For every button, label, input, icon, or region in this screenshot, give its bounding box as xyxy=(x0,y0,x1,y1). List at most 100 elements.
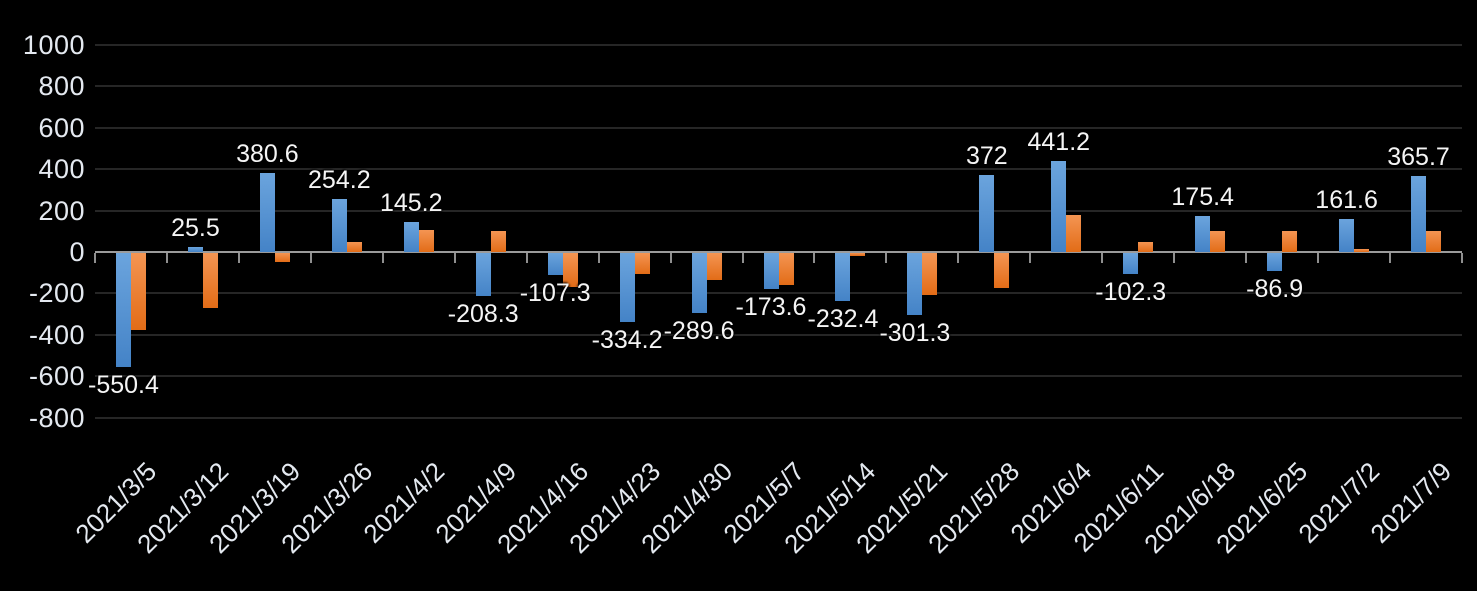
bar-data-label: -208.3 xyxy=(447,300,519,329)
bar-blue-series xyxy=(331,199,347,253)
bar-blue-series xyxy=(1267,253,1283,272)
y-axis-tick-label: 600 xyxy=(38,112,85,143)
bar-orange-series xyxy=(418,230,434,253)
bar-orange-series xyxy=(1138,241,1154,253)
bar-blue-series xyxy=(187,246,203,253)
bar-blue-series xyxy=(835,253,851,302)
bar-data-label: -232.4 xyxy=(807,305,879,334)
y-axis-tick-label: 400 xyxy=(38,154,85,185)
x-axis-tick-mark xyxy=(165,253,168,264)
bar-data-label: -301.3 xyxy=(879,319,951,348)
x-axis-line xyxy=(95,251,1462,254)
bar-orange-series xyxy=(1282,231,1298,253)
bar-blue-series xyxy=(1339,218,1355,253)
gridline xyxy=(95,333,1462,336)
bar-blue-series xyxy=(979,175,995,253)
bar-blue-series xyxy=(763,253,779,289)
x-axis-tick-mark xyxy=(1461,253,1463,264)
bar-orange-series xyxy=(1210,231,1226,253)
bar-orange-series xyxy=(562,253,578,288)
bar-data-label: 175.4 xyxy=(1171,182,1234,211)
y-axis-tick-label: -800 xyxy=(28,402,85,433)
bar-blue-series xyxy=(547,253,563,276)
bar-orange-series xyxy=(994,253,1010,289)
bar-blue-series xyxy=(1195,215,1211,253)
gridline xyxy=(95,85,1462,88)
bar-blue-series xyxy=(403,221,419,253)
bar-data-label: 365.7 xyxy=(1387,143,1450,172)
bar-orange-series xyxy=(130,253,146,330)
bar-orange-series xyxy=(490,231,506,253)
x-axis-tick-mark xyxy=(1245,253,1248,264)
y-axis-tick-label: -200 xyxy=(28,278,85,309)
gridline xyxy=(95,416,1462,419)
y-axis-tick-label: 800 xyxy=(38,71,85,102)
y-axis-tick-label: 200 xyxy=(38,195,85,226)
bar-data-label: 441.2 xyxy=(1027,127,1091,156)
y-axis-tick-label: 0 xyxy=(69,237,85,268)
bar-blue-series xyxy=(907,253,923,316)
bar-orange-series xyxy=(634,253,650,274)
x-axis-tick-mark xyxy=(525,253,528,264)
y-axis-tick-label: 1000 xyxy=(22,30,85,60)
bar-data-label: -107.3 xyxy=(519,279,591,308)
bar-orange-series xyxy=(1426,231,1442,253)
bar-data-label: -86.9 xyxy=(1246,275,1304,304)
bar-data-label: 161.6 xyxy=(1315,185,1378,214)
x-axis-tick-mark xyxy=(813,253,816,264)
gridline xyxy=(95,44,1462,46)
y-axis-tick-label: -400 xyxy=(28,319,85,350)
x-axis-tick-mark xyxy=(309,253,312,264)
x-axis-tick-mark xyxy=(237,253,240,264)
bar-data-label: 145.2 xyxy=(379,188,443,217)
y-axis-tick-label: -600 xyxy=(28,361,85,392)
gridline xyxy=(95,292,1462,295)
bar-data-label: -102.3 xyxy=(1095,278,1167,307)
bar-blue-series xyxy=(115,253,131,367)
gridline xyxy=(95,126,1462,129)
x-axis-tick-mark xyxy=(597,253,600,264)
bar-data-label: -289.6 xyxy=(663,317,735,346)
x-axis-tick-mark xyxy=(94,253,96,264)
bar-orange-series xyxy=(274,253,290,263)
bar-blue-series xyxy=(619,253,635,323)
bar-data-label: -334.2 xyxy=(591,326,663,355)
gridline xyxy=(95,168,1462,171)
x-axis-tick-mark xyxy=(1389,253,1392,264)
x-axis-tick-mark xyxy=(1173,253,1176,264)
x-axis-tick-mark xyxy=(1029,253,1032,264)
bar-orange-series xyxy=(202,253,218,308)
bar-data-label: -550.4 xyxy=(88,371,159,400)
bar-blue-series xyxy=(691,253,707,313)
x-axis-tick-mark xyxy=(1101,253,1104,264)
bar-data-label: 254.2 xyxy=(308,166,371,195)
bar-blue-series xyxy=(1411,176,1427,253)
bar-blue-series xyxy=(1051,160,1067,253)
bar-blue-series xyxy=(259,173,275,253)
x-axis-tick-mark xyxy=(453,253,456,264)
gridline xyxy=(95,209,1462,212)
bar-orange-series xyxy=(346,241,362,253)
bar-blue-series xyxy=(475,253,491,297)
gridline xyxy=(95,375,1462,378)
bar-orange-series xyxy=(1066,214,1082,253)
bar-data-label: 380.6 xyxy=(236,140,299,169)
bar-data-label: -173.6 xyxy=(735,293,807,321)
bar-orange-series xyxy=(706,253,722,280)
bar-orange-series xyxy=(850,253,866,257)
bar-data-label: 25.5 xyxy=(171,213,220,242)
x-axis-tick-mark xyxy=(741,253,744,264)
x-axis-tick-mark xyxy=(381,253,384,264)
bar-orange-series xyxy=(778,253,794,286)
bar-blue-series xyxy=(1123,253,1139,275)
x-axis-tick-mark xyxy=(1317,253,1320,264)
x-axis-tick-mark xyxy=(885,253,888,264)
bar-orange-series xyxy=(1354,248,1370,253)
bar-data-label: 372 xyxy=(965,142,1008,171)
x-axis-tick-mark xyxy=(957,253,960,264)
